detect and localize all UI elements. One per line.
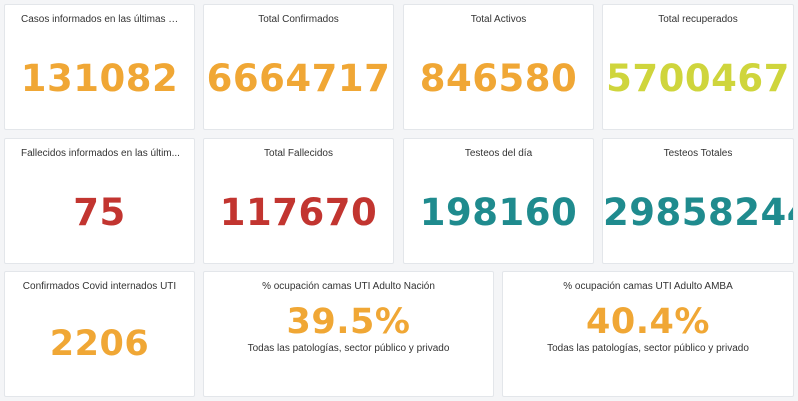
card-title: Fallecidos informados en las últim... [21, 148, 180, 159]
card-value: 29858244 [603, 191, 794, 234]
card-value: 39.5% [286, 302, 411, 342]
kpi-card-total-confirmados[interactable]: Total Confirmados 6664717 [203, 4, 394, 130]
card-subtitle: Todas las patologías, sector público y p… [547, 343, 749, 354]
card-title: Casos informados en las últimas 2... [21, 14, 183, 25]
card-title: % ocupación camas UTI Adulto Nación [262, 281, 435, 292]
kpi-card-internados-uti[interactable]: Confirmados Covid internados UTI 2206 [4, 271, 195, 397]
card-title: Total Confirmados [258, 14, 339, 25]
card-value: 198160 [419, 191, 578, 234]
kpi-card-testeos-totales[interactable]: Testeos Totales 29858244 [602, 138, 794, 264]
card-title: Testeos Totales [663, 148, 733, 159]
card-value: 40.4% [586, 302, 710, 342]
card-title: Total Activos [470, 14, 527, 25]
card-value: 846580 [419, 57, 578, 100]
card-title: % ocupación camas UTI Adulto AMBA [563, 281, 733, 292]
kpi-card-total-activos[interactable]: Total Activos 846580 [403, 4, 594, 130]
card-value: 6664717 [206, 57, 391, 100]
card-title: Confirmados Covid internados UTI [22, 281, 177, 292]
kpi-card-casos-ultimas-24h[interactable]: Casos informados en las últimas 2... 131… [4, 4, 195, 130]
card-value: 5700467 [606, 57, 790, 100]
card-value: 2206 [49, 324, 150, 364]
card-subtitle: Todas las patologías, sector público y p… [247, 343, 450, 354]
card-title: Testeos del día [464, 148, 533, 159]
kpi-card-fallecidos-ultimas-24h[interactable]: Fallecidos informados en las últim... 75 [4, 138, 195, 264]
card-value: 117670 [219, 191, 378, 234]
kpi-card-total-recuperados[interactable]: Total recuperados 5700467 [602, 4, 794, 130]
card-title: Total Fallecidos [264, 148, 333, 159]
kpi-card-ocupacion-uti-nacion[interactable]: % ocupación camas UTI Adulto Nación 39.5… [203, 271, 494, 397]
card-value: 131082 [20, 57, 179, 100]
card-value: 75 [73, 191, 126, 234]
kpi-card-testeos-del-dia[interactable]: Testeos del día 198160 [403, 138, 594, 264]
kpi-card-ocupacion-uti-amba[interactable]: % ocupación camas UTI Adulto AMBA 40.4% … [502, 271, 794, 397]
card-title: Total recuperados [658, 14, 738, 25]
kpi-card-total-fallecidos[interactable]: Total Fallecidos 117670 [203, 138, 394, 264]
